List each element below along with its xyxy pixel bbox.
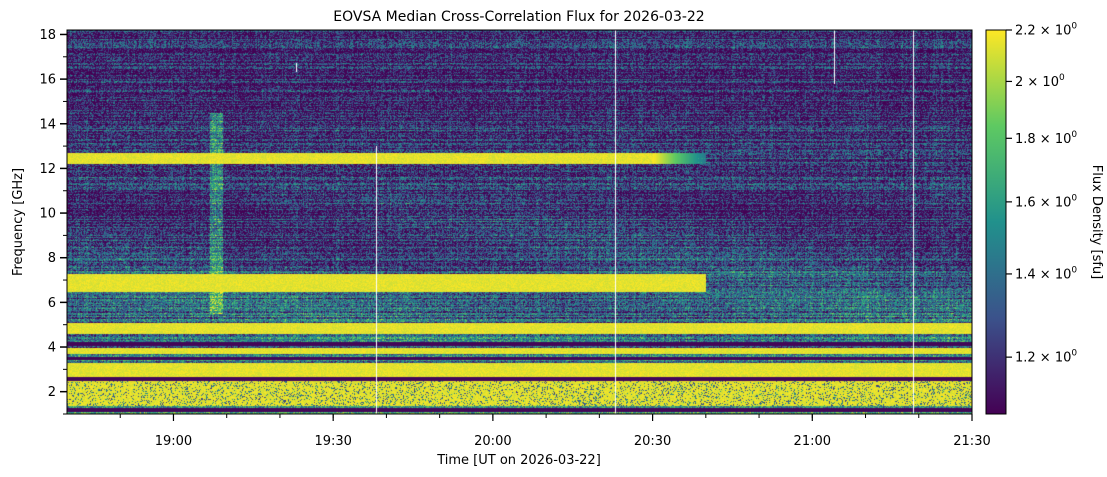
x-axis: 19:00 19:30 20:00 20:30 21:00 21:30 (119, 414, 991, 449)
heatmap-image (67, 30, 972, 414)
y-tick-label: 14 (39, 117, 56, 132)
x-tick-label: 20:00 (474, 434, 511, 449)
y-tick-label: 4 (48, 341, 56, 356)
colorbar-tick-label: 1.6 × 100 (1015, 193, 1077, 210)
y-tick-label: 2 (48, 385, 56, 400)
colorbar-label: Flux Density [sfu] (1089, 165, 1104, 279)
y-tick-label: 16 (39, 73, 56, 88)
colorbar-tick-label: 1.8 × 100 (1015, 130, 1077, 147)
y-tick-label: 10 (39, 207, 56, 222)
y-tick-label: 8 (48, 251, 56, 266)
colorbar-axis: 2.2 × 100 2 × 100 1.8 × 100 1.6 × 100 1.4 × … (1006, 22, 1077, 366)
chart-title: EOVSA Median Cross-Correlation Flux for … (333, 9, 704, 25)
y-axis-label: Frequency [GHz] (11, 168, 26, 276)
plot-frame (66, 29, 973, 415)
colorbar-tick-label: 1.4 × 100 (1015, 265, 1077, 282)
x-tick-label: 21:30 (953, 434, 990, 449)
y-axis: 2 4 6 8 10 12 14 16 18 (39, 28, 67, 415)
colorbar-tick-label: 2 × 100 (1015, 73, 1065, 90)
colorbar-tick-label: 2.2 × 100 (1015, 22, 1077, 39)
colorbar-tick-label: 1.2 × 100 (1015, 349, 1077, 366)
y-tick-label: 18 (39, 28, 56, 43)
x-tick-label: 21:00 (794, 434, 831, 449)
x-tick-label: 20:30 (634, 434, 671, 449)
x-axis-label: Time [UT on 2026-03-22] (436, 453, 601, 468)
x-tick-label: 19:30 (314, 434, 351, 449)
y-tick-label: 12 (39, 162, 56, 177)
x-tick-label: 19:00 (155, 434, 192, 449)
colorbar (985, 29, 1007, 415)
y-tick-label: 6 (48, 296, 56, 311)
